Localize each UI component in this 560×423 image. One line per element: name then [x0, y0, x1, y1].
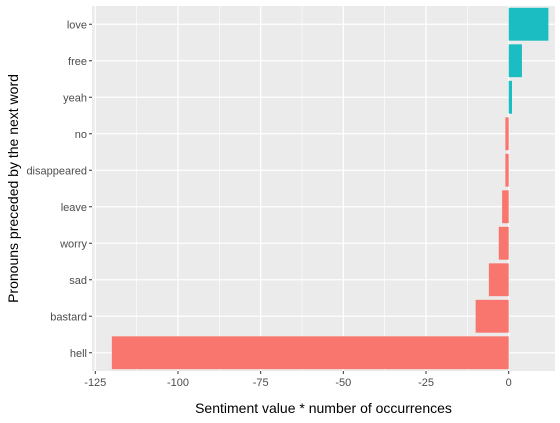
- y-tick-label: sad: [69, 275, 87, 287]
- x-tick-label: -100: [167, 377, 189, 389]
- bar-bastard: [475, 299, 509, 333]
- y-axis-title: Pronouns preceded by the next word: [5, 74, 21, 303]
- x-axis-title: Sentiment value * number of occurrences: [195, 400, 452, 416]
- bar-worry: [498, 226, 509, 260]
- x-tick-label: 0: [506, 377, 512, 389]
- y-tick-label: worry: [59, 238, 87, 250]
- bar-love: [508, 7, 549, 41]
- bar-free: [508, 44, 522, 78]
- x-axis: -125 -100 -75 -50 -25 0: [84, 371, 512, 389]
- bar-disappeared: [505, 153, 509, 187]
- x-tick-label: -25: [418, 377, 434, 389]
- bar-sad: [488, 263, 509, 297]
- bar-hell: [111, 336, 509, 370]
- y-tick-label: leave: [61, 202, 87, 214]
- y-axis: love free yeah no disappeared leave worry sad ba…: [26, 19, 92, 360]
- y-tick-label: no: [75, 129, 87, 141]
- y-tick-label: yeah: [63, 92, 87, 104]
- x-tick-label: -125: [84, 377, 106, 389]
- bar-no: [505, 117, 509, 151]
- bar-yeah: [508, 80, 513, 114]
- y-tick-label: love: [67, 19, 87, 31]
- y-tick-label: free: [68, 56, 87, 68]
- y-tick-label: disappeared: [26, 165, 87, 177]
- bar-leave: [502, 190, 509, 224]
- minor-gridlines: [136, 6, 468, 371]
- x-tick-label: -75: [253, 377, 269, 389]
- x-tick-label: -50: [335, 377, 351, 389]
- y-tick-label: bastard: [50, 311, 87, 323]
- bars: [111, 7, 549, 370]
- y-tick-label: hell: [70, 348, 87, 360]
